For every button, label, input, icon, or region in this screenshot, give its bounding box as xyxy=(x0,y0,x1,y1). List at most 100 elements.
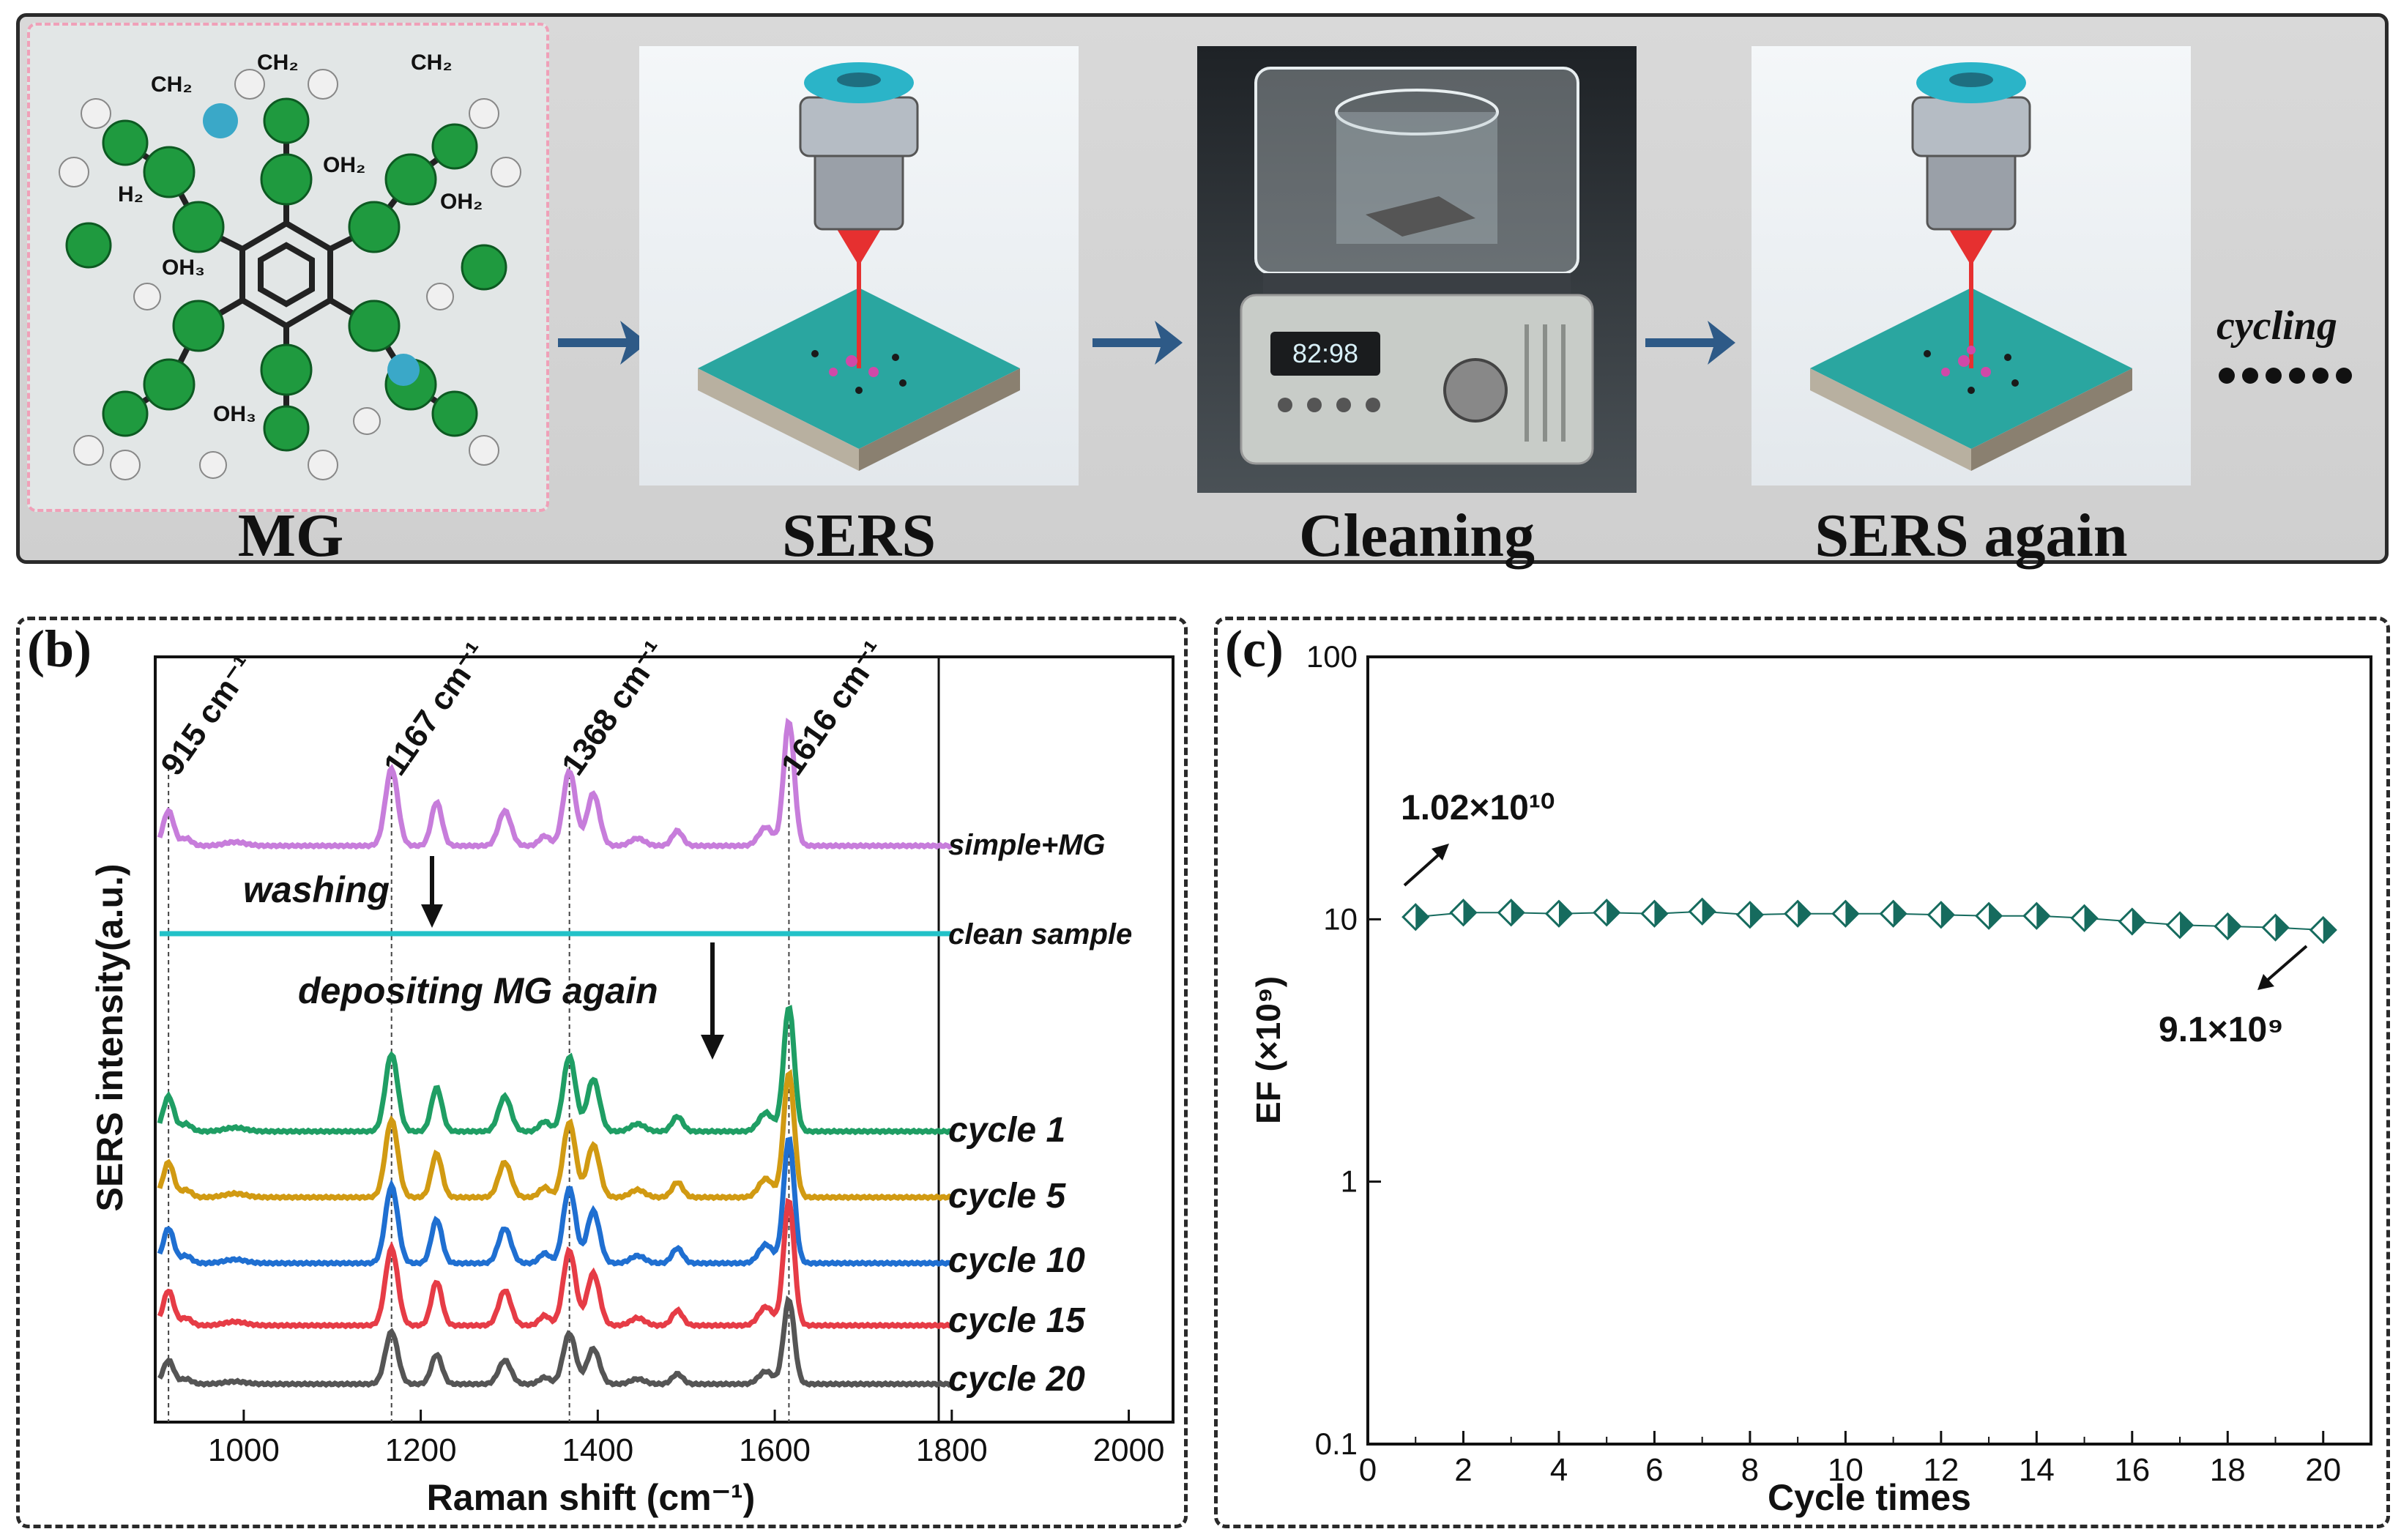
ef-data-point xyxy=(1831,899,1860,928)
y-tick-label: 10 xyxy=(1323,901,1358,936)
process-arrow-2 xyxy=(1092,321,1183,365)
x-tick-label: 2000 xyxy=(1093,1432,1165,1468)
series-label: cycle 10 xyxy=(948,1241,1085,1280)
ef-chart: 0 2 4 6 8 10 12 14 16 18 20 0.1 1 10 100 Cycle times E… xyxy=(1249,639,2372,1518)
peak-label: 915 cm⁻¹ xyxy=(154,649,261,781)
caption-sers-again: SERS again xyxy=(1814,502,2128,570)
panel-c-ef-cycling: (c) 0 2 4 6 8 10 12 14 16 18 20 0.1 1 10 100 Cycle tim… xyxy=(1214,617,2390,1528)
svg-text:H₂: H₂ xyxy=(118,182,144,207)
svg-text:OH₂: OH₂ xyxy=(323,153,365,177)
ef-data-point xyxy=(1544,899,1574,928)
x-axis-label: Cycle times xyxy=(1768,1477,1971,1518)
plot-frame xyxy=(154,655,1175,1424)
spectrum-line xyxy=(157,1136,953,1268)
ef-data-point xyxy=(1593,899,1621,927)
ef-data-point xyxy=(1401,903,1430,931)
x-tick-label: 14 xyxy=(2019,1452,2055,1488)
spectrum-line xyxy=(157,1068,953,1202)
ef-data-point xyxy=(1640,899,1669,928)
x-tick-label: 0 xyxy=(1359,1452,1377,1488)
plot-frame xyxy=(1366,655,2372,1446)
ef-data-point xyxy=(2309,915,2337,945)
x-tick-label: 10 xyxy=(1828,1452,1864,1488)
series-label: cycle 15 xyxy=(948,1301,1086,1340)
x-tick-label: 4 xyxy=(1550,1452,1568,1488)
ef-data-point xyxy=(1784,899,1812,928)
cleaner-display-text: 82:98 xyxy=(1292,338,1358,368)
ef-data-point xyxy=(2165,911,2195,940)
sers-again-illustration xyxy=(1810,62,2132,471)
svg-text:CH₂: CH₂ xyxy=(257,51,299,75)
panel-a-schematic: (a) xyxy=(16,13,2389,570)
sers-image xyxy=(639,46,1079,486)
depositing-annotation: depositing MG again xyxy=(298,970,658,1011)
x-tick-label: 1000 xyxy=(208,1432,280,1468)
spectrum-line xyxy=(157,1005,952,1136)
ef-data-point xyxy=(2214,912,2242,941)
panel-b-raman-spectra: (b) 1000 1200 1400 1600 1800 2000 915 cm⁻¹ 116… xyxy=(16,617,1188,1528)
ef-data-point xyxy=(2261,913,2290,942)
ef-data-point xyxy=(1927,901,1955,929)
series-label: cycle 20 xyxy=(948,1360,1085,1399)
mg-molecule-image: CH₂ CH₂ CH₂ H₂ OH₂ OH₂ OH₃ OH₃ xyxy=(27,23,549,512)
y-tick-label: 1 xyxy=(1341,1164,1358,1199)
x-tick-label: 18 xyxy=(2210,1452,2246,1488)
spectrum-line xyxy=(157,1295,953,1388)
series-label: cycle 1 xyxy=(948,1111,1065,1150)
x-axis-label: Raman shift (cm⁻¹) xyxy=(427,1477,756,1518)
start-arrow xyxy=(1403,844,1449,887)
svg-text:OH₂: OH₂ xyxy=(440,190,483,214)
panel-b-label: (b) xyxy=(27,620,92,678)
y-axis-label: SERS intensity(a.u.) xyxy=(89,863,130,1211)
x-tick-label: 16 xyxy=(2114,1452,2150,1488)
x-tick-label: 1800 xyxy=(916,1432,988,1468)
caption-cleaning: Cleaning xyxy=(1298,502,1535,570)
ef-data-point xyxy=(1449,899,1478,927)
process-arrow-3 xyxy=(1645,321,1735,365)
x-tick-label: 1600 xyxy=(739,1432,811,1468)
depositing-arrow xyxy=(701,942,724,1060)
start-value-annotation: 1.02×10¹⁰ xyxy=(1401,789,1555,827)
svg-text:CH₂: CH₂ xyxy=(411,51,453,75)
x-tick-label: 8 xyxy=(1741,1452,1759,1488)
svg-text:CH₂: CH₂ xyxy=(151,72,193,97)
y-tick-label: 0.1 xyxy=(1315,1426,1358,1461)
ef-data-point xyxy=(2118,907,2146,936)
caption-sers: SERS xyxy=(781,502,937,570)
spectrum-line xyxy=(157,717,953,850)
x-tick-label: 6 xyxy=(1645,1452,1663,1488)
svg-text:OH₃: OH₃ xyxy=(162,256,205,280)
cycling-label: cycling xyxy=(2216,303,2337,349)
cleaning-image: 82:98 xyxy=(1197,46,1637,493)
ef-data-point xyxy=(2070,904,2099,932)
series-label: simple+MG xyxy=(948,829,1106,861)
cycling-dots xyxy=(2219,368,2352,384)
process-arrow-1 xyxy=(558,321,648,365)
svg-text:OH₃: OH₃ xyxy=(213,402,256,426)
washing-arrow xyxy=(421,856,443,928)
series-label: cycle 5 xyxy=(948,1177,1066,1216)
ef-data-point xyxy=(2022,901,2051,930)
end-value-annotation: 9.1×10⁹ xyxy=(2159,1011,2284,1049)
ef-data-point xyxy=(1497,899,1525,927)
washing-annotation: washing xyxy=(243,869,390,910)
sers-again-image xyxy=(1752,46,2191,486)
y-axis-label: EF (×10⁹) xyxy=(1249,976,1287,1124)
ef-data-point xyxy=(1735,901,1765,929)
spectrum-line xyxy=(157,1197,952,1330)
x-tick-label: 2 xyxy=(1454,1452,1472,1488)
end-arrow xyxy=(2257,945,2308,990)
ef-data-point xyxy=(1879,899,1907,928)
x-tick-label: 1400 xyxy=(562,1432,633,1468)
raman-chart: 1000 1200 1400 1600 1800 2000 915 cm⁻¹ 1167 cm… xyxy=(89,634,1175,1518)
series-label: clean sample xyxy=(948,918,1132,951)
ef-data-point xyxy=(1688,897,1716,926)
mg-molecule-illustration: CH₂ CH₂ CH₂ H₂ OH₂ OH₂ OH₃ OH₃ xyxy=(59,51,521,480)
ultrasonic-cleaner-illustration: 82:98 xyxy=(1240,67,1594,465)
x-tick-label: 12 xyxy=(1923,1452,1959,1488)
x-tick-label: 1200 xyxy=(385,1432,457,1468)
y-tick-label: 100 xyxy=(1306,639,1358,674)
x-tick-label: 20 xyxy=(2305,1452,2341,1488)
ef-data-point xyxy=(1974,901,2003,930)
panel-c-label: (c) xyxy=(1225,620,1284,678)
